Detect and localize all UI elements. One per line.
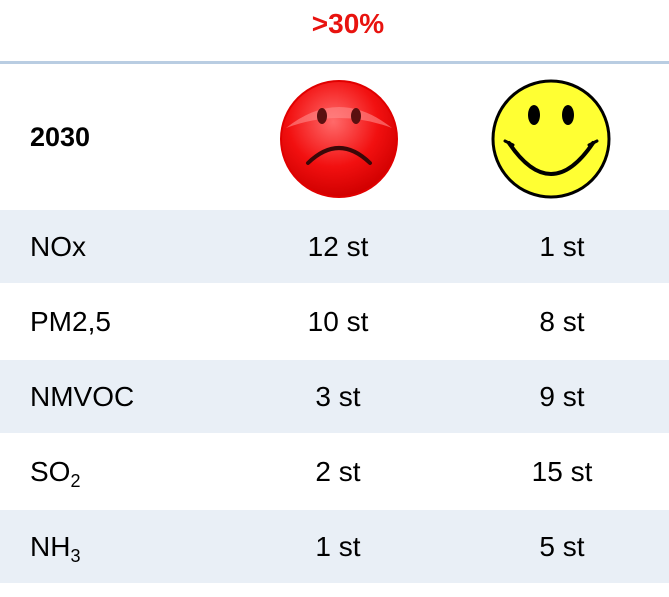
table-row: SO2 2 st 15 st (0, 433, 669, 508)
threshold-note: >30% (311, 8, 385, 39)
count-cell: 3 st (315, 381, 361, 412)
label-text: SO (30, 456, 71, 487)
count-cell: 2 st (315, 456, 361, 487)
header-rule (0, 61, 669, 64)
row-label: NOx (30, 231, 86, 262)
sad-face (280, 80, 398, 198)
count-cell: 10 st (307, 306, 369, 337)
row-label: SO2 (30, 435, 80, 508)
table-row: PM2,5 10 st 8 st (0, 283, 669, 358)
count-cell: 9 st (539, 381, 585, 412)
happy-face (491, 79, 611, 199)
row-label: PM2,5 (30, 306, 111, 337)
label-subscript: 2 (70, 471, 81, 491)
count-cell: 15 st (531, 456, 593, 487)
count-cell: 1 st (539, 231, 585, 262)
table-row: NOx 12 st 1 st (0, 208, 669, 283)
table-row: NH3 1 st 5 st (0, 508, 669, 583)
count-cell: 5 st (539, 531, 585, 562)
row-label: NH3 (30, 510, 80, 583)
label-text: NH (30, 531, 71, 562)
table-row: NMVOC 3 st 9 st (0, 358, 669, 433)
count-cell: 1 st (315, 531, 361, 562)
count-cell: 8 st (539, 306, 585, 337)
label-subscript: 3 (70, 546, 81, 566)
count-cell: 12 st (307, 231, 369, 262)
row-label: NMVOC (30, 381, 135, 412)
year-label: 2030 (30, 122, 91, 152)
